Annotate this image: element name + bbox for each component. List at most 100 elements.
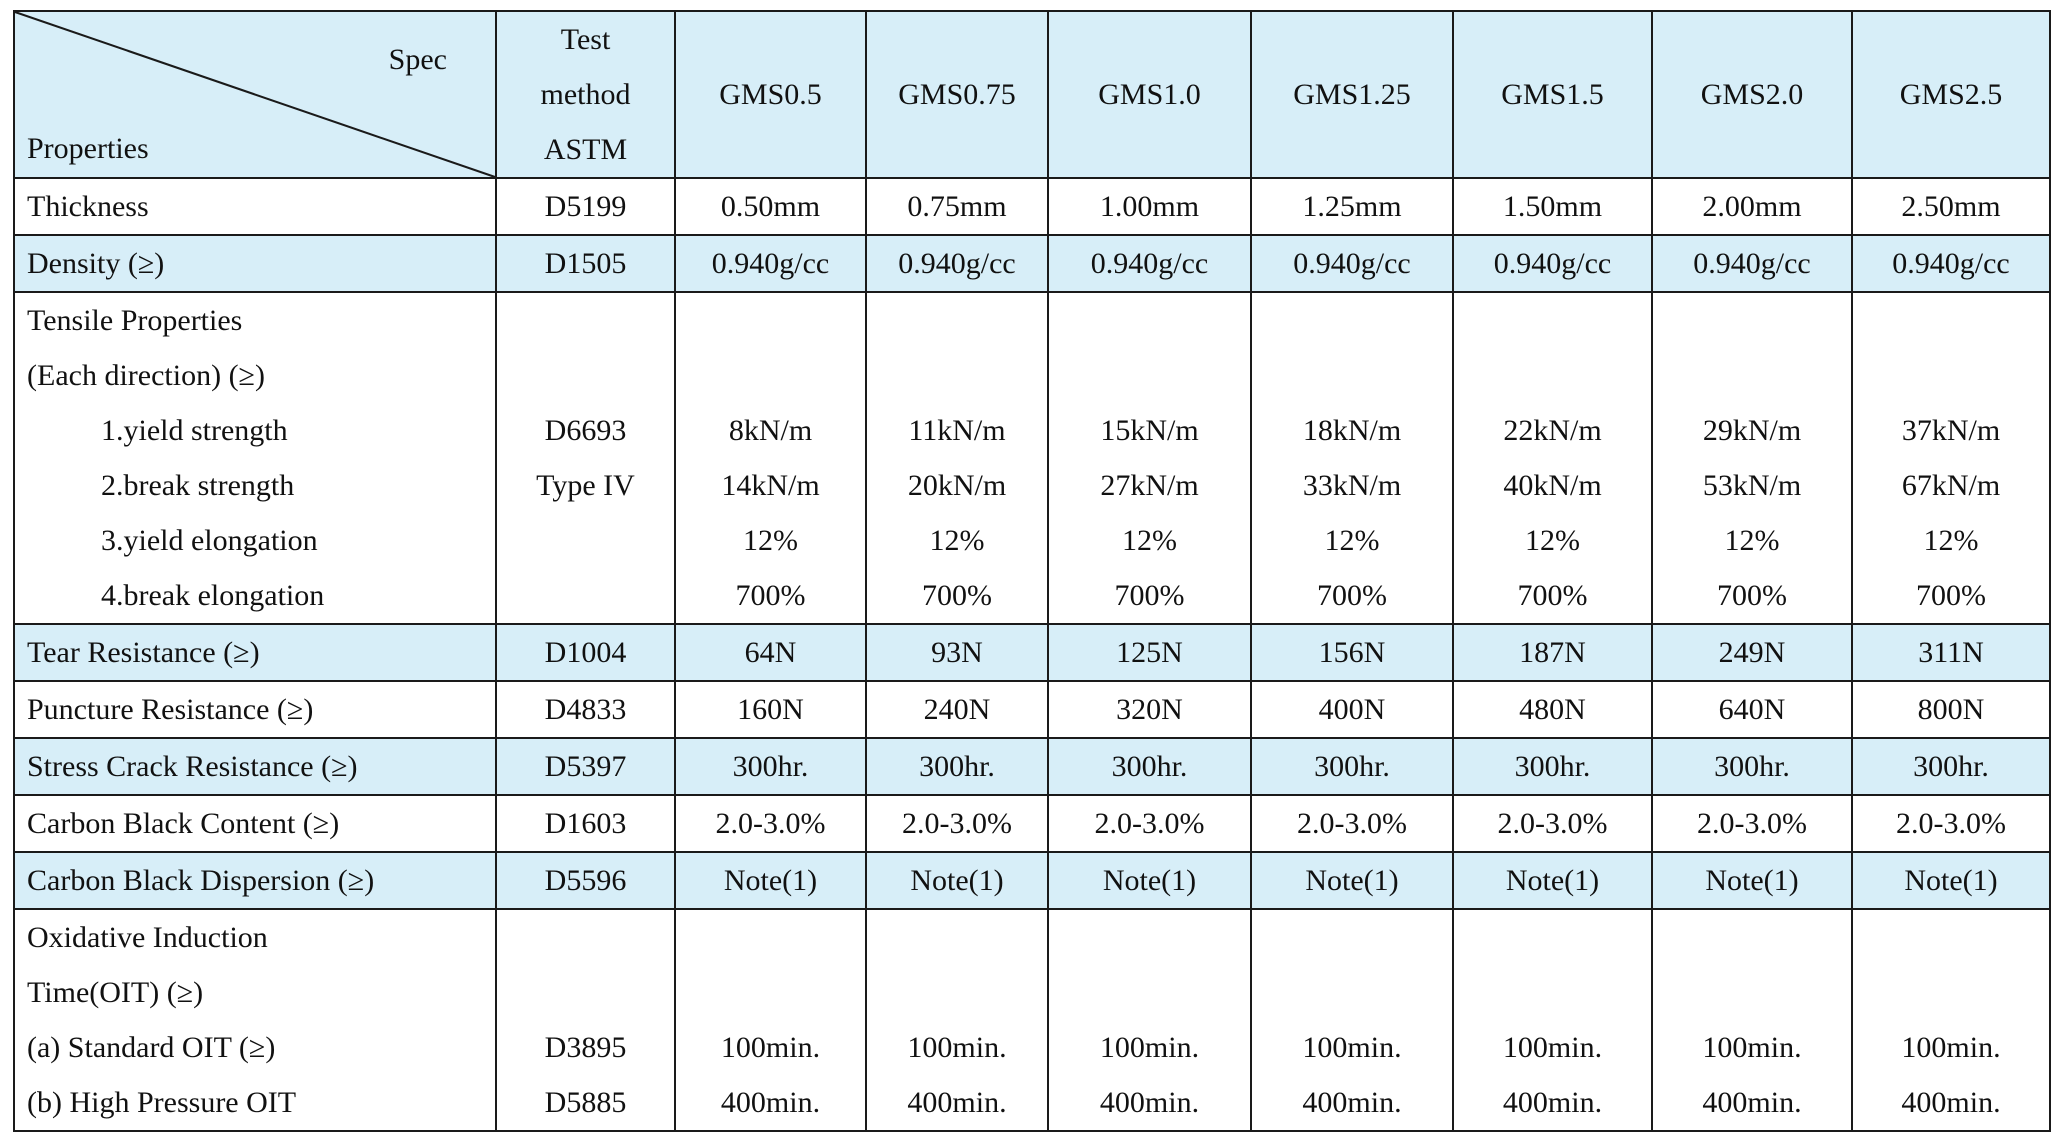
value-line: 400min. (907, 1086, 1007, 1119)
value-cell: 29kN/m 53kN/m 12% 700% (1651, 291, 1853, 625)
row-label: Thickness (13, 177, 497, 236)
value-line: 12% (1923, 524, 1979, 557)
value-line: 100min. (720, 1031, 821, 1064)
value-cell: 64N (674, 623, 867, 682)
value-cell: 100min. 400min. (1851, 908, 2051, 1132)
value-cell: 187N (1452, 623, 1653, 682)
value-line: 12% (929, 524, 985, 557)
row-label: Stress Crack Resistance (≥) (13, 737, 497, 796)
value-cell: 22kN/m 40kN/m 12% 700% (1452, 291, 1653, 625)
value-line: 12% (1525, 524, 1580, 557)
value-line: 700% (1517, 579, 1588, 612)
value-line: 12% (1122, 524, 1177, 557)
test-method-cell: D1603 (495, 794, 676, 853)
value-cell: 0.940g/cc (674, 234, 867, 293)
value-cell: 2.00mm (1651, 177, 1853, 236)
row-label: Oxidative Induction Time(OIT) (≥) (a) St… (13, 908, 497, 1132)
carbon-black-content-row: Carbon Black Content (≥) D1603 2.0-3.0% … (13, 794, 2051, 853)
value-line: 100min. (1099, 1031, 1200, 1064)
method-line: D5885 (544, 1086, 627, 1119)
value-line: 700% (1317, 579, 1387, 612)
value-cell: 480N (1452, 680, 1653, 739)
test-method-line: method (540, 78, 631, 111)
sub-label: 2.break strength (101, 469, 295, 502)
value-line: 400min. (1502, 1086, 1603, 1119)
label-line: Time(OIT) (≥) (27, 976, 204, 1009)
diagonal-divider (15, 12, 495, 177)
value-cell: 1.50mm (1452, 177, 1653, 236)
test-method-cell: D1505 (495, 234, 676, 293)
row-label: Puncture Resistance (≥) (13, 680, 497, 739)
value-line: 100min. (1702, 1031, 1802, 1064)
value-cell: 125N (1047, 623, 1252, 682)
value-line: 11kN/m (908, 414, 1006, 447)
value-cell: 0.940g/cc (1651, 234, 1853, 293)
row-label: Density (≥) (13, 234, 497, 293)
value-line: 700% (735, 579, 806, 612)
value-cell: 93N (865, 623, 1049, 682)
value-cell: 2.0-3.0% (674, 794, 867, 853)
corner-header-cell: Spec Properties (13, 10, 497, 179)
value-line: 40kN/m (1503, 469, 1602, 502)
value-cell: 0.940g/cc (1452, 234, 1653, 293)
value-line: 400min. (720, 1086, 821, 1119)
value-line: 400min. (1702, 1086, 1802, 1119)
value-cell: Note(1) (1452, 851, 1653, 910)
value-cell: 100min. 400min. (1250, 908, 1454, 1132)
value-cell: 0.50mm (674, 177, 867, 236)
value-cell: 300hr. (674, 737, 867, 796)
test-method-line: Test (560, 23, 611, 56)
value-cell: Note(1) (1250, 851, 1454, 910)
value-cell: 0.75mm (865, 177, 1049, 236)
value-cell: Note(1) (1851, 851, 2051, 910)
value-cell: 37kN/m 67kN/m 12% 700% (1851, 291, 2051, 625)
value-cell: Note(1) (865, 851, 1049, 910)
value-cell: 2.0-3.0% (1851, 794, 2051, 853)
properties-label: Properties (27, 132, 149, 165)
value-line: 400min. (1099, 1086, 1200, 1119)
grade-header: GMS1.25 (1250, 10, 1454, 179)
value-cell: 0.940g/cc (865, 234, 1049, 293)
value-line: 700% (1717, 579, 1787, 612)
value-cell: 300hr. (865, 737, 1049, 796)
test-method-cell: D6693 Type IV (495, 291, 676, 625)
value-line: 27kN/m (1100, 469, 1199, 502)
value-cell: 8kN/m 14kN/m 12% 700% (674, 291, 867, 625)
value-line: 100min. (1901, 1031, 2001, 1064)
value-cell: 18kN/m 33kN/m 12% 700% (1250, 291, 1454, 625)
value-line: 12% (1324, 524, 1380, 557)
value-cell: Note(1) (674, 851, 867, 910)
value-cell: 2.0-3.0% (1250, 794, 1454, 853)
grade-header: GMS1.5 (1452, 10, 1653, 179)
method-line: D3895 (544, 1031, 627, 1064)
value-cell: 300hr. (1851, 737, 2051, 796)
spec-label: Spec (388, 43, 447, 76)
value-cell: Note(1) (1651, 851, 1853, 910)
row-label: Tensile Properties (Each direction) (≥) … (13, 291, 497, 625)
value-cell: 400N (1250, 680, 1454, 739)
value-cell: 320N (1047, 680, 1252, 739)
value-cell: 1.25mm (1250, 177, 1454, 236)
test-method-cell: D5199 (495, 177, 676, 236)
value-cell: 160N (674, 680, 867, 739)
value-cell: 156N (1250, 623, 1454, 682)
value-cell: 100min. 400min. (1651, 908, 1853, 1132)
sub-label: 1.yield strength (101, 414, 288, 447)
grade-header: GMS1.0 (1047, 10, 1252, 179)
sub-label: 4.break elongation (101, 579, 325, 612)
value-line: 8kN/m (728, 414, 813, 447)
value-line: 53kN/m (1702, 469, 1802, 502)
thickness-row: Thickness D5199 0.50mm 0.75mm 1.00mm 1.2… (13, 177, 2051, 236)
value-cell: 2.0-3.0% (1047, 794, 1252, 853)
grade-header: GMS0.5 (674, 10, 867, 179)
value-line: 400min. (1302, 1086, 1402, 1119)
method-line: Type IV (536, 469, 635, 502)
density-row: Density (≥) D1505 0.940g/cc 0.940g/cc 0.… (13, 234, 2051, 293)
label-line: Oxidative Induction (27, 921, 268, 954)
grade-header: GMS2.0 (1651, 10, 1853, 179)
carbon-black-dispersion-row: Carbon Black Dispersion (≥) D5596 Note(1… (13, 851, 2051, 910)
value-line: 37kN/m (1901, 414, 2001, 447)
value-line: 20kN/m (907, 469, 1007, 502)
value-cell: 100min. 400min. (1047, 908, 1252, 1132)
tear-row: Tear Resistance (≥) D1004 64N 93N 125N 1… (13, 623, 2051, 682)
